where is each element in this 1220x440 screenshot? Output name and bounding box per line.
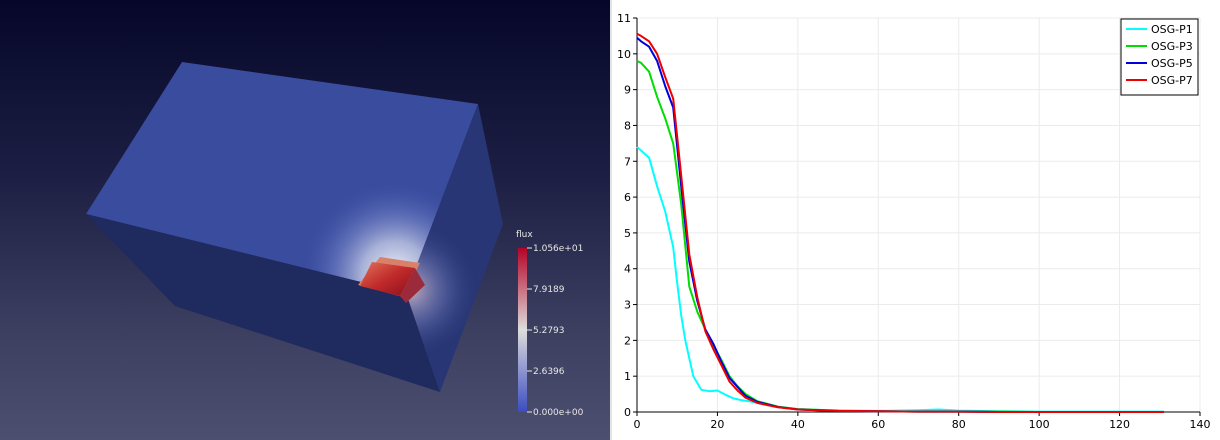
colorbar-ramp <box>518 248 527 412</box>
series-line-osg-p3 <box>636 60 1164 413</box>
chart-legend: OSG-P1 OSG-P3 OSG-P5 OSG-P7 <box>1120 18 1199 96</box>
colorbar-label: 7.9189 <box>533 285 565 295</box>
hotspot-cube-side <box>400 268 425 303</box>
line-chart-view[interactable]: 0 1 2 3 4 5 6 7 8 9 10 11 0 20 40 60 80 100 120 140 OSG-P1 O… <box>612 0 1220 440</box>
y-tick-label: 1 <box>624 370 631 383</box>
y-tick-label: 10 <box>617 48 631 61</box>
colorbar-label: 2.6396 <box>533 367 565 377</box>
y-tick-label: 5 <box>624 227 631 240</box>
top-face-heat-glow <box>86 62 478 293</box>
x-tick-label: 40 <box>791 418 805 431</box>
render-canvas[interactable]: flux 1.056e+01 7.9189 5.2793 2.6396 0.000e+0… <box>0 0 610 440</box>
y-tick-label: 6 <box>624 191 631 204</box>
legend-label: OSG-P1 <box>1151 23 1193 36</box>
y-tick-label: 11 <box>617 12 631 25</box>
y-tick-label: 7 <box>624 155 631 168</box>
x-tick-label: 20 <box>710 418 724 431</box>
y-tick-label: 4 <box>624 263 631 276</box>
x-tick-label: 100 <box>1029 418 1050 431</box>
x-tick-label: 140 <box>1190 418 1211 431</box>
y-tick-label: 2 <box>624 334 631 347</box>
colorbar-title: flux <box>516 230 533 240</box>
legend-label: OSG-P3 <box>1151 40 1193 53</box>
render-view-3d[interactable]: flux 1.056e+01 7.9189 5.2793 2.6396 0.000e+0… <box>0 0 610 440</box>
x-tick-label: 0 <box>634 418 641 431</box>
x-tick-label: 120 <box>1109 418 1130 431</box>
y-tick-label: 9 <box>624 84 631 97</box>
y-tick-label: 0 <box>624 406 631 419</box>
colorbar: flux 1.056e+01 7.9189 5.2793 2.6396 0.000e+0… <box>516 230 584 418</box>
colorbar-label: 1.056e+01 <box>533 244 583 254</box>
legend-label: OSG-P5 <box>1151 57 1193 70</box>
side-face-heat-glow <box>406 104 503 392</box>
x-tick-label: 80 <box>952 418 966 431</box>
hotspot-cube-face <box>360 262 415 296</box>
series-line-osg-p1 <box>636 146 1164 413</box>
legend-label: OSG-P7 <box>1151 74 1193 87</box>
y-tick-label: 3 <box>624 299 631 312</box>
series-line-osg-p7 <box>636 32 1164 413</box>
y-tick-label: 8 <box>624 119 631 132</box>
colorbar-label: 0.000e+00 <box>533 408 584 418</box>
box-front-face <box>86 214 440 392</box>
colorbar-label: 5.2793 <box>533 326 565 336</box>
x-tick-label: 60 <box>871 418 885 431</box>
legend-box <box>1120 18 1199 96</box>
view-splitter[interactable] <box>610 0 612 440</box>
